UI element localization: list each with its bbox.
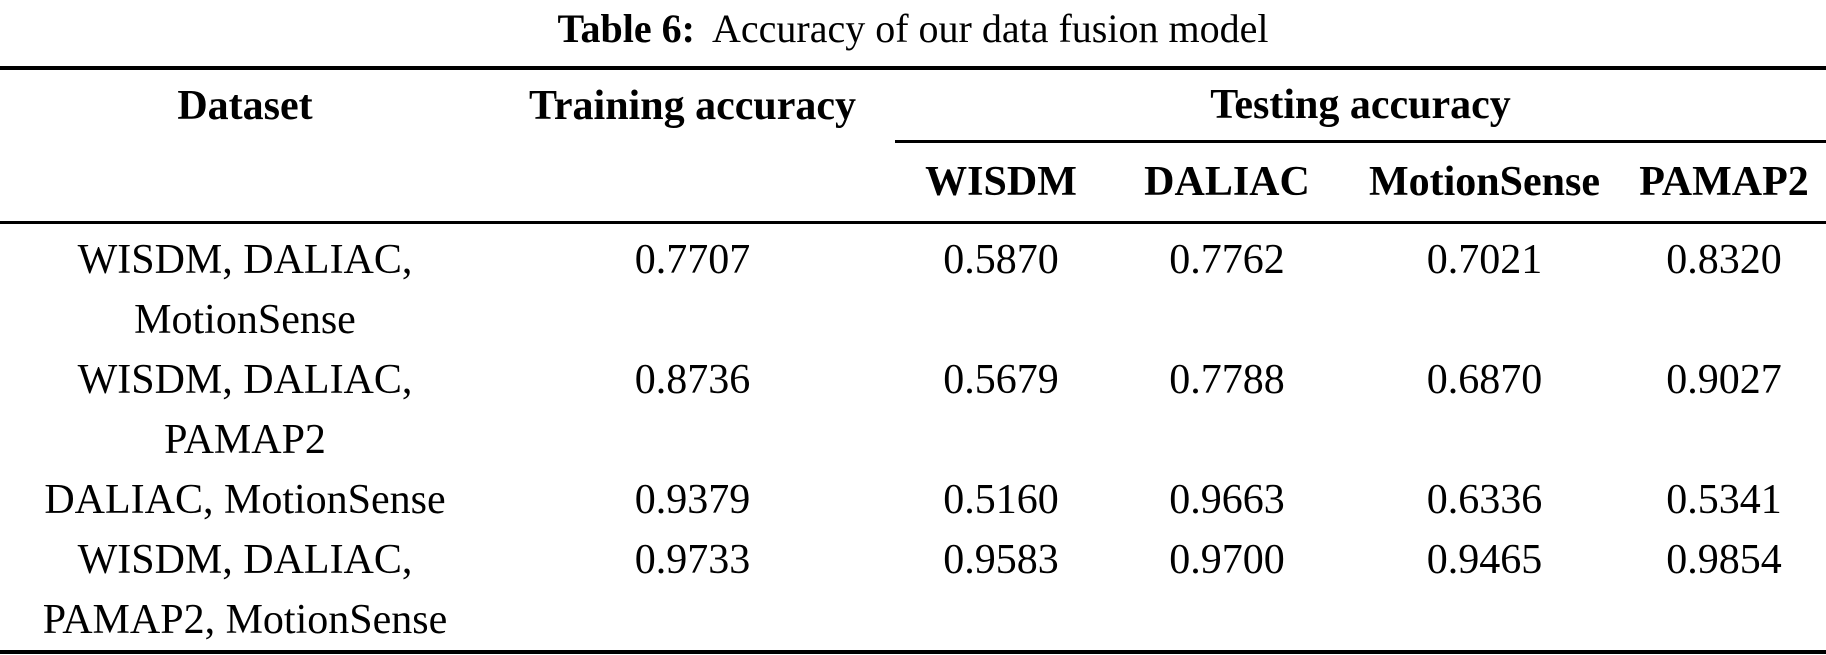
testing-daliac-cell: 0.7762 <box>1169 237 1285 283</box>
col-header-wisdm: WISDM <box>895 141 1107 224</box>
table-caption-text: Accuracy of our data fusion model <box>711 6 1269 51</box>
testing-daliac-cell: 0.7788 <box>1169 357 1285 403</box>
table-caption-label: Table 6: <box>557 6 695 51</box>
col-header-pamap2: PAMAP2 <box>1622 141 1826 224</box>
dataset-cell: WISDM, DALIAC, PAMAP2 <box>77 357 413 463</box>
col-header-testing-accuracy-group: Testing accuracy <box>895 68 1826 143</box>
col-header-dataset: Dataset <box>177 82 313 129</box>
testing-wisdm-cell: 0.5870 <box>943 237 1059 283</box>
header-spacer-training <box>490 141 895 224</box>
header-spacer-dataset <box>0 141 490 224</box>
testing-daliac-cell: 0.9700 <box>1169 537 1285 583</box>
table-row-wisdm-daliac-pamap2-motionsense: WISDM, DALIAC, PAMAP2, MotionSense 0.973… <box>0 530 1826 652</box>
accuracy-table: Dataset Training accuracy Testing accura… <box>0 66 1826 654</box>
table-row-wisdm-daliac-motionsense: WISDM, DALIAC, MotionSense 0.7707 0.5870… <box>0 223 1826 351</box>
col-header-training-accuracy: Training accuracy <box>528 82 857 129</box>
testing-motionsense-cell: 0.6336 <box>1426 477 1543 523</box>
training-accuracy-cell: 0.8736 <box>634 357 751 403</box>
col-header-daliac: DALIAC <box>1107 141 1347 224</box>
dataset-cell: DALIAC, MotionSense <box>44 477 446 523</box>
header-row-testing-datasets: WISDM DALIAC MotionSense PAMAP2 <box>0 141 1826 224</box>
table-caption: Table 6: Accuracy of our data fusion mod… <box>0 0 1826 66</box>
testing-motionsense-cell: 0.7021 <box>1426 237 1543 283</box>
testing-pamap2-cell: 0.9854 <box>1666 537 1782 583</box>
table-body: WISDM, DALIAC, MotionSense 0.7707 0.5870… <box>0 223 1826 653</box>
header-row-groups: Dataset Training accuracy Testing accura… <box>0 68 1826 143</box>
col-header-motionsense: MotionSense <box>1347 141 1622 224</box>
table-row-daliac-motionsense: DALIAC, MotionSense 0.9379 0.5160 0.9663… <box>0 470 1826 530</box>
testing-wisdm-cell: 0.9583 <box>943 537 1059 583</box>
table-row-wisdm-daliac-pamap2: WISDM, DALIAC, PAMAP2 0.8736 0.5679 0.77… <box>0 350 1826 470</box>
testing-pamap2-cell: 0.9027 <box>1666 357 1782 403</box>
testing-pamap2-cell: 0.8320 <box>1666 237 1782 283</box>
training-accuracy-cell: 0.9733 <box>634 537 751 583</box>
testing-pamap2-cell: 0.5341 <box>1666 477 1782 523</box>
testing-wisdm-cell: 0.5679 <box>943 357 1059 403</box>
training-accuracy-cell: 0.9379 <box>634 477 751 523</box>
table-header: Dataset Training accuracy Testing accura… <box>0 68 1826 224</box>
testing-daliac-cell: 0.9663 <box>1169 477 1285 523</box>
testing-motionsense-cell: 0.9465 <box>1426 537 1543 583</box>
testing-motionsense-cell: 0.6870 <box>1426 357 1543 403</box>
dataset-cell: WISDM, DALIAC, PAMAP2, MotionSense <box>42 537 448 643</box>
testing-wisdm-cell: 0.5160 <box>943 477 1059 523</box>
dataset-cell: WISDM, DALIAC, MotionSense <box>77 237 413 343</box>
training-accuracy-cell: 0.7707 <box>634 237 751 283</box>
